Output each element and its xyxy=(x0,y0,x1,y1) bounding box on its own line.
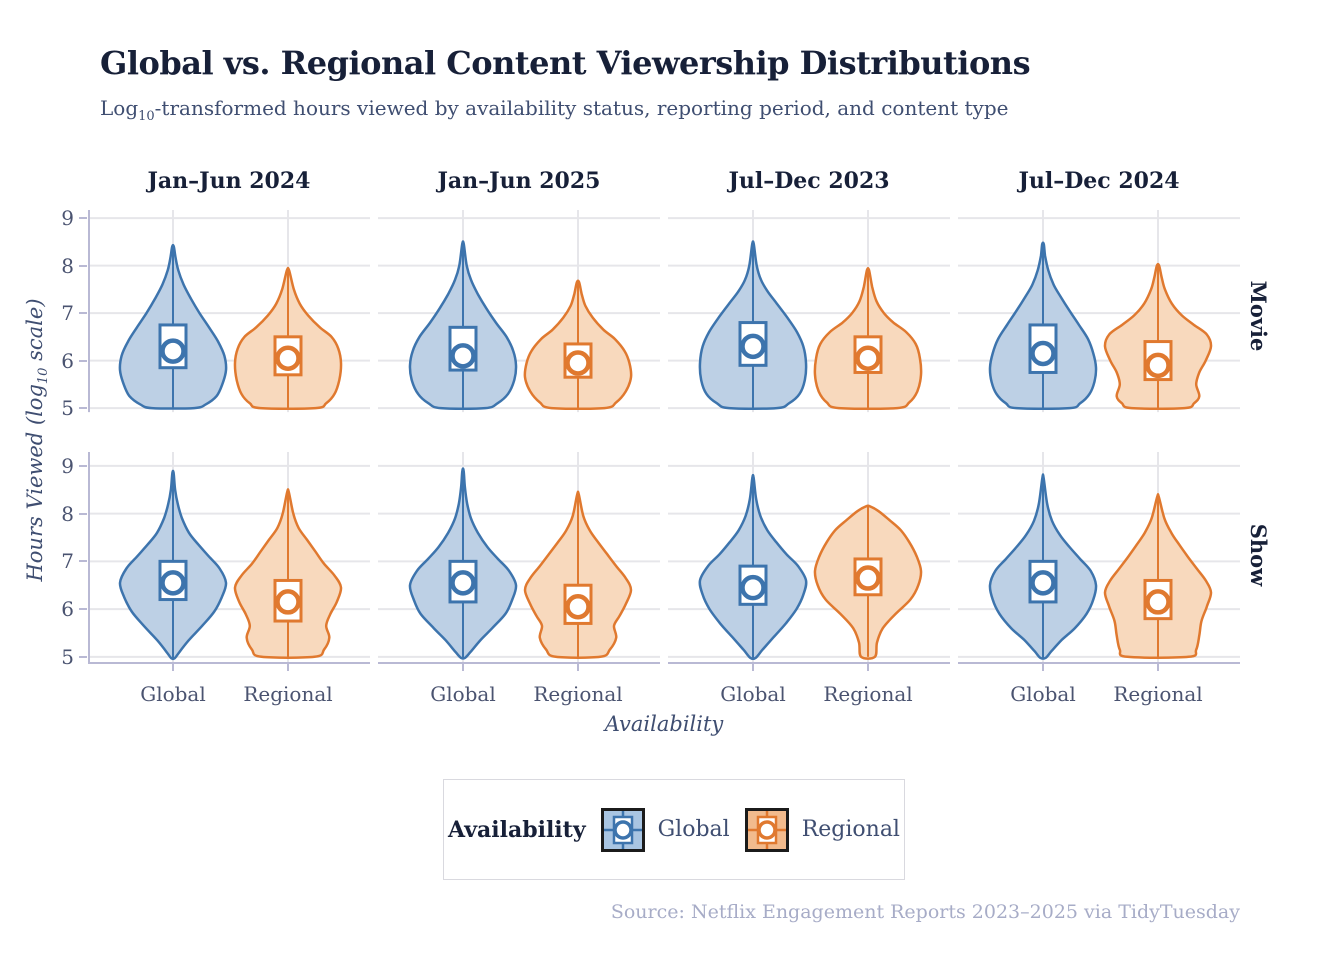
facet-title-jan-jun-2025: Jan–Jun 2025 xyxy=(437,168,601,194)
y-tick-label: 6 xyxy=(61,348,74,373)
median-point xyxy=(1145,352,1171,379)
legend-key-median xyxy=(756,819,777,840)
median-point xyxy=(740,333,766,360)
legend-key-median xyxy=(612,819,633,840)
source-caption: Source: Netflix Engagement Reports 2023–… xyxy=(610,901,1240,923)
y-tick-label: 6 xyxy=(61,597,74,622)
median-point xyxy=(1030,340,1056,367)
median-point xyxy=(740,574,766,601)
y-tick-mark xyxy=(79,312,87,315)
violin-panel-movie-jan-jun-2025 xyxy=(378,210,660,413)
x-tick-label-regional: Regional xyxy=(533,682,623,706)
strip-label-movie: Movie xyxy=(1246,280,1271,352)
chart-subtitle: Log10-transformed hours viewed by availa… xyxy=(100,96,1280,124)
median-point xyxy=(1145,589,1171,615)
y-tick-mark xyxy=(79,264,87,267)
legend: Availability Global Regional xyxy=(443,779,905,880)
violin-panel-show-jan-jun-2024 xyxy=(88,452,370,671)
violin-panel-movie-jul-dec-2024 xyxy=(958,210,1240,413)
x-tick-label-regional: Regional xyxy=(823,682,913,706)
violin-panel-show-jul-dec-2024 xyxy=(958,452,1240,671)
median-point xyxy=(160,338,186,364)
violin-panel-movie-jul-dec-2023 xyxy=(668,210,950,413)
median-point xyxy=(565,593,591,620)
median-point xyxy=(450,343,476,369)
y-tick-label: 9 xyxy=(61,206,74,231)
x-tick-label-global: Global xyxy=(430,682,496,706)
subtitle-subscript: 10 xyxy=(138,109,155,124)
x-tick-label-regional: Regional xyxy=(243,682,333,706)
y-tick-mark xyxy=(79,512,87,515)
violin-panel-show-jul-dec-2023 xyxy=(668,452,950,671)
violin-panel-show-jan-jun-2025 xyxy=(378,452,660,671)
median-point xyxy=(565,350,591,376)
legend-key-icon-regional xyxy=(744,807,789,852)
x-tick-label-regional: Regional xyxy=(1113,682,1203,706)
facet-title-jul-dec-2024: Jul–Dec 2024 xyxy=(1018,168,1180,194)
legend-title: Availability xyxy=(448,816,586,843)
median-point xyxy=(855,565,881,591)
y-tick-label: 5 xyxy=(61,644,74,669)
median-point xyxy=(1030,570,1056,596)
y-tick-label: 8 xyxy=(61,501,74,526)
x-axis-title: Availability xyxy=(604,712,724,736)
median-point xyxy=(160,570,186,596)
facet-title-jan-jun-2024: Jan–Jun 2024 xyxy=(147,168,311,194)
y-tick-mark xyxy=(79,359,87,362)
y-tick-mark xyxy=(79,560,87,563)
x-tick-label-global: Global xyxy=(1010,682,1076,706)
legend-item-global: Global xyxy=(600,807,730,853)
legend-item-regional: Regional xyxy=(744,807,900,853)
y-tick-mark xyxy=(79,655,87,658)
y-tick-label: 7 xyxy=(61,549,74,574)
y-tick-mark xyxy=(79,217,87,220)
y-tick-label: 7 xyxy=(61,301,74,326)
y-tick-mark xyxy=(79,608,87,611)
legend-key-icon-global xyxy=(600,807,645,852)
median-point xyxy=(855,345,881,371)
y-tick-mark xyxy=(79,464,87,467)
y-tick-label: 9 xyxy=(61,453,74,478)
median-point xyxy=(450,570,476,596)
y-tick-label: 5 xyxy=(61,396,74,421)
strip-label-show: Show xyxy=(1246,523,1271,587)
x-tick-label-global: Global xyxy=(140,682,206,706)
x-tick-label-global: Global xyxy=(720,682,786,706)
legend-label-regional: Regional xyxy=(801,817,900,842)
subtitle-text: Log xyxy=(100,96,139,120)
y-tick-label: 8 xyxy=(61,253,74,278)
y-tick-mark xyxy=(79,407,87,410)
median-point xyxy=(275,589,301,615)
median-point xyxy=(275,345,301,371)
subtitle-text-rest: -transformed hours viewed by availabilit… xyxy=(154,96,1009,120)
violin-panel-movie-jan-jun-2024 xyxy=(88,210,370,413)
legend-label-global: Global xyxy=(657,817,730,842)
legend-items: Global Regional xyxy=(600,807,900,853)
facet-title-jul-dec-2023: Jul–Dec 2023 xyxy=(728,168,890,194)
chart-title: Global vs. Regional Content Viewership D… xyxy=(100,44,1031,82)
